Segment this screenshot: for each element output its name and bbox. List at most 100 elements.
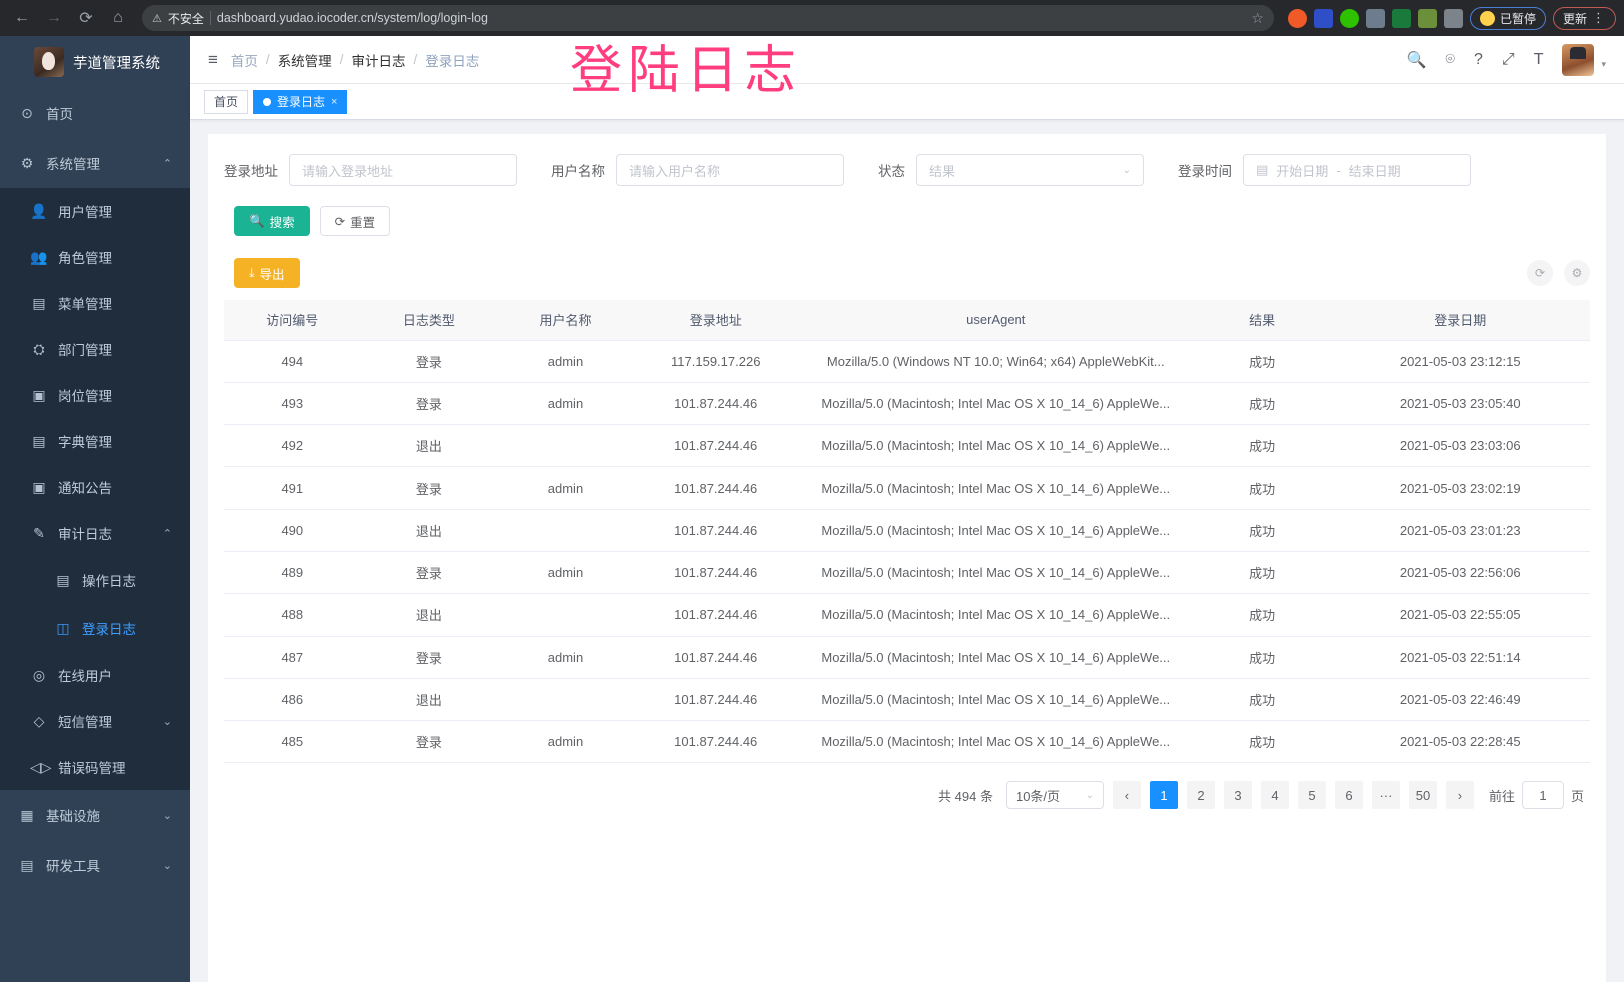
column-header-result[interactable]: 结果	[1193, 300, 1331, 341]
reset-button[interactable]: ⟳ 重置	[319, 206, 391, 236]
forward-icon[interactable]: →	[46, 9, 62, 26]
table-row[interactable]: 492 退出 101.87.244.46 Mozilla/5.0 (Macintosh…	[224, 424, 1590, 468]
fullscreen-icon[interactable]: ⤢	[1501, 50, 1515, 68]
chevron-up-icon: ⌃	[162, 157, 172, 170]
jump-prefix-label: 前往	[1488, 788, 1515, 804]
address-bar[interactable]: ⚠ 不安全 dashboard.yudao.iocoder.cn/system/…	[142, 5, 1274, 31]
columns-settings-icon[interactable]: ⚙	[1564, 260, 1590, 286]
diamond-extension-icon[interactable]	[1313, 8, 1333, 28]
sidebar-item-user-manage[interactable]: 👤 用户管理	[0, 188, 190, 234]
login-time-daterange[interactable]: ▤ 开始日期 - 结束日期	[1243, 154, 1471, 186]
username-input[interactable]: 请输入用户名称	[616, 154, 844, 186]
calendar-icon: ▤	[1256, 162, 1269, 177]
column-header-id[interactable]: 访问编号	[224, 300, 361, 341]
sidebar-item-operation-log[interactable]: ▤ 操作日志	[0, 556, 190, 604]
leaf-extension-icon[interactable]	[1417, 8, 1437, 28]
column-header-type[interactable]: 日志类型	[360, 300, 498, 341]
reload-icon[interactable]: ⟳	[79, 10, 93, 27]
table-row[interactable]: 487 登录 admin 101.87.244.46 Mozilla/5.0 (Maci…	[224, 636, 1590, 679]
export-button[interactable]: ⤓ 导出	[234, 258, 300, 288]
wechat-extension-icon[interactable]	[1339, 8, 1359, 28]
column-header-useragent[interactable]: userAgent	[797, 300, 1194, 341]
page-button-1[interactable]: 1	[1149, 781, 1178, 810]
sidebar-item-notice[interactable]: ▣ 通知公告	[0, 464, 190, 510]
back-icon[interactable]: ←	[14, 9, 30, 26]
page-button-50[interactable]: 50	[1408, 781, 1437, 810]
hamburger-icon[interactable]: ≡	[208, 49, 218, 69]
table-row[interactable]: 486 退出 101.87.244.46 Mozilla/5.0 (Macintosh…	[224, 678, 1590, 722]
opera-extension-icon[interactable]	[1287, 8, 1307, 28]
page-button-2[interactable]: 2	[1186, 781, 1215, 810]
sidebar-item-menu-manage[interactable]: ▤ 菜单管理	[0, 280, 190, 326]
column-header-ip[interactable]: 登录地址	[633, 300, 798, 341]
bluebook-extension-icon[interactable]	[1365, 8, 1385, 28]
sidebar-item-role-manage[interactable]: 👥 角色管理	[0, 234, 190, 280]
table-row[interactable]: 494 登录 admin 117.159.17.226 Mozilla/5.0 (Win…	[224, 340, 1590, 383]
cell-result: 成功	[1193, 636, 1331, 679]
home-icon[interactable]: ⌂	[113, 9, 123, 26]
page-button-4[interactable]: 4	[1260, 781, 1289, 810]
sidebar-item-login-log[interactable]: ◫ 登录日志	[0, 604, 190, 652]
field-status: 状态 结果 ⌄	[878, 154, 1144, 186]
prev-page-button[interactable]: ‹	[1112, 781, 1141, 810]
sidebar-item-label: 基础设施	[46, 809, 100, 824]
browser-menu-icon[interactable]: ⋮	[1592, 10, 1606, 25]
avatar[interactable]	[1562, 43, 1595, 76]
sidebar-item-dev-tools[interactable]: ▤ 研发工具 ⌄	[0, 840, 190, 890]
table-row[interactable]: 493 登录 admin 101.87.244.46 Mozilla/5.0 (Maci…	[224, 382, 1590, 426]
sidebar-item-online-user[interactable]: ◎ 在线用户	[0, 652, 190, 698]
sidebar-item-infrastructure[interactable]: ▦ 基础设施 ⌄	[0, 790, 190, 840]
jump-page-input[interactable]: 1	[1521, 781, 1564, 810]
tab-login-log[interactable]: 登录日志 ×	[253, 89, 348, 114]
update-button[interactable]: 更新 ⋮	[1552, 6, 1616, 30]
table-row[interactable]: 490 退出 101.87.244.46 Mozilla/5.0 (Macintosh…	[224, 509, 1590, 552]
onenote-extension-icon[interactable]	[1391, 8, 1411, 28]
table-row[interactable]: 489 登录 admin 101.87.244.46 Mozilla/5.0 (Maci…	[224, 551, 1590, 595]
sidebar-item-label: 字典管理	[58, 435, 112, 450]
puzzle-extension-icon[interactable]	[1443, 8, 1463, 28]
help-icon[interactable]: ?	[1473, 50, 1483, 68]
next-page-button[interactable]: ›	[1445, 781, 1474, 810]
chevron-down-icon[interactable]: ▾	[1601, 58, 1606, 69]
sidebar-item-home[interactable]: ⊙ 首页	[0, 88, 190, 138]
refresh-icon[interactable]: ⟳	[1527, 260, 1553, 286]
breadcrumb-item-home[interactable]: 首页	[230, 53, 258, 69]
table-row[interactable]: 488 退出 101.87.244.46 Mozilla/5.0 (Macintosh…	[224, 593, 1590, 637]
sidebar-item-label: 首页	[46, 107, 73, 122]
column-header-date[interactable]: 登录日期	[1330, 300, 1590, 341]
app-root: 芋道管理系统 ⊙ 首页 ⚙ 系统管理 ⌃ 👤 用户管理 👥 角色管理 ▤ 菜单管…	[0, 36, 1624, 982]
sidebar-item-system[interactable]: ⚙ 系统管理 ⌃	[0, 138, 190, 188]
sidebar-item-audit-log[interactable]: ✎ 审计日志 ⌃	[0, 510, 190, 556]
page-button-5[interactable]: 5	[1297, 781, 1326, 810]
sidebar-item-error-code[interactable]: ◁▷ 错误码管理	[0, 744, 190, 790]
column-header-username[interactable]: 用户名称	[497, 300, 634, 341]
page-size-select[interactable]: 10条/页 ⌄	[1005, 781, 1104, 810]
close-icon[interactable]: ×	[331, 95, 338, 108]
cell-id: 493	[224, 382, 361, 426]
bookmark-star-icon[interactable]: ☆	[1251, 9, 1264, 26]
sidebar-item-sms-manage[interactable]: ◇ 短信管理 ⌄	[0, 698, 190, 744]
sidebar-item-dict-manage[interactable]: ▤ 字典管理	[0, 418, 190, 464]
sidebar-item-dept-manage[interactable]: ⛭ 部门管理	[0, 326, 190, 372]
table-row[interactable]: 485 登录 admin 101.87.244.46 Mozilla/5.0 (Maci…	[224, 720, 1590, 764]
total-count-label: 共 494 条	[938, 788, 993, 804]
github-icon[interactable]: ⌾	[1445, 50, 1455, 68]
status-select[interactable]: 结果 ⌄	[916, 154, 1144, 186]
search-button[interactable]: 🔍 搜索	[234, 206, 310, 236]
code-icon: ◁▷	[30, 758, 52, 775]
paused-status-button[interactable]: 已暂停	[1469, 6, 1546, 30]
login-address-input[interactable]: 请输入登录地址	[289, 154, 517, 186]
date-separator: -	[1336, 162, 1341, 178]
brand[interactable]: 芋道管理系统	[0, 36, 190, 88]
sidebar-item-post-manage[interactable]: ▣ 岗位管理	[0, 372, 190, 418]
page-ellipsis[interactable]: ···	[1371, 781, 1400, 810]
tab-home[interactable]: 首页	[204, 89, 249, 114]
font-size-icon[interactable]: T	[1533, 50, 1544, 68]
chevron-down-icon: ⌄	[1085, 789, 1094, 801]
cell-result: 成功	[1193, 424, 1331, 468]
page-button-6[interactable]: 6	[1334, 781, 1363, 810]
page-button-3[interactable]: 3	[1223, 781, 1252, 810]
cell-useragent: Mozilla/5.0 (Macintosh; Intel Mac OS X 1…	[797, 720, 1194, 764]
search-icon[interactable]: 🔍	[1406, 51, 1427, 69]
table-row[interactable]: 491 登录 admin 101.87.244.46 Mozilla/5.0 (Maci…	[224, 466, 1590, 510]
